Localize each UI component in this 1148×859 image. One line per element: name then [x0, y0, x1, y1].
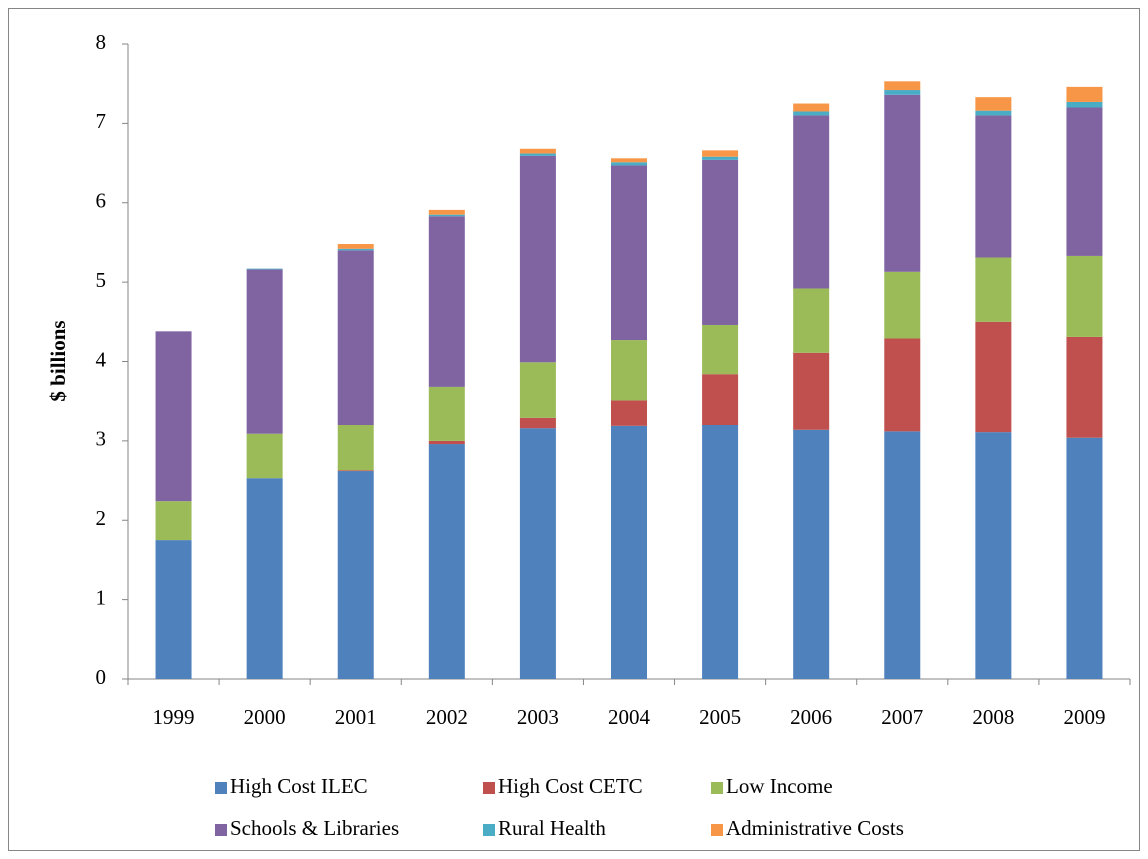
bar-segment	[702, 425, 739, 679]
bar-segment	[428, 209, 465, 215]
bar-segment	[519, 155, 556, 363]
bar-segment	[793, 429, 830, 679]
bar-segment	[337, 244, 374, 249]
bar-segment	[611, 425, 647, 679]
bar-segment	[428, 216, 465, 387]
bar-segment	[519, 417, 556, 429]
legend-swatch	[215, 824, 227, 836]
x-tick-label: 2000	[244, 705, 286, 729]
bar-segment	[246, 433, 283, 479]
bar-segment	[337, 470, 374, 472]
legend-label: Schools & Libraries	[230, 816, 399, 840]
bar-segment	[519, 428, 556, 679]
legend-label: High Cost CETC	[498, 774, 643, 798]
bar-segment	[611, 340, 647, 401]
bar-segment	[884, 431, 921, 679]
bar-segment	[702, 150, 739, 157]
bar-segment	[975, 432, 1012, 679]
bar-segment	[1066, 101, 1103, 108]
legend-label: Low Income	[726, 774, 833, 798]
y-tick-label: 2	[96, 506, 107, 530]
bar-segment	[702, 374, 739, 425]
bar-segment	[793, 115, 830, 289]
bar-segment	[611, 162, 647, 166]
y-tick-label: 1	[96, 585, 107, 609]
bar-segment	[1066, 86, 1103, 102]
bar-segment	[246, 269, 283, 434]
bar-segment	[884, 90, 921, 95]
bar-segment	[246, 268, 283, 270]
bar-segment	[337, 425, 374, 471]
legend-swatch	[215, 782, 227, 794]
bar-segment	[611, 165, 647, 341]
bar-segment	[793, 288, 830, 353]
bar-segment	[975, 110, 1012, 116]
x-tick-label: 1999	[153, 705, 195, 729]
bar-segment	[884, 94, 921, 272]
legend-swatch	[483, 824, 495, 836]
bar-segment	[975, 115, 1012, 258]
bar-segment	[1066, 255, 1103, 337]
bar-segment	[884, 338, 921, 432]
bar-segment	[428, 386, 465, 441]
y-tick-label: 8	[96, 30, 107, 54]
bar-segment	[428, 444, 465, 679]
legend-label: Administrative Costs	[726, 816, 904, 840]
x-tick-label: 2003	[517, 705, 559, 729]
legend-swatch	[711, 824, 723, 836]
bar-segment	[337, 248, 374, 251]
bar-segment	[155, 540, 192, 679]
bar-segment	[1066, 336, 1103, 438]
y-tick-label: 3	[96, 427, 107, 451]
bar-segment	[793, 111, 830, 116]
bar-segment	[975, 97, 1012, 111]
bar-segment	[428, 440, 465, 445]
bar-segment	[975, 321, 1012, 433]
x-tick-label: 2005	[699, 705, 741, 729]
bar-segment	[1066, 437, 1103, 679]
x-tick-label: 2007	[881, 705, 923, 729]
bar-segment	[793, 352, 830, 430]
bar-segment	[155, 501, 192, 541]
y-tick-label: 4	[96, 347, 107, 371]
legend-label: High Cost ILEC	[230, 774, 368, 798]
bar-segment	[337, 471, 374, 679]
x-tick-label: 2001	[335, 705, 377, 729]
bar-segment	[428, 214, 465, 217]
bar-segment	[1066, 107, 1103, 256]
bar-segment	[155, 331, 192, 502]
y-tick-label: 6	[96, 189, 107, 213]
legend-label: Rural Health	[498, 816, 606, 840]
legend-swatch	[711, 782, 723, 794]
bar-segment	[519, 362, 556, 418]
bar-segment	[702, 324, 739, 375]
bar-segment	[519, 148, 556, 154]
bar-segment	[793, 103, 830, 112]
bar-segment	[519, 153, 556, 156]
bar-segment	[884, 271, 921, 339]
bar-segment	[611, 158, 647, 163]
x-tick-label: 2009	[1063, 705, 1105, 729]
x-tick-label: 2006	[790, 705, 832, 729]
legend-swatch	[483, 782, 495, 794]
x-tick-label: 2008	[972, 705, 1014, 729]
y-tick-label: 5	[96, 268, 107, 292]
y-tick-label: 7	[96, 109, 107, 133]
bar-segment	[702, 156, 739, 160]
x-tick-label: 2002	[426, 705, 468, 729]
bar-segment	[246, 478, 283, 679]
bar-segment	[611, 400, 647, 426]
bar-segment	[975, 257, 1012, 322]
bar-segment	[337, 250, 374, 425]
chart-border	[8, 8, 1140, 851]
x-tick-label: 2004	[608, 705, 651, 729]
y-tick-label: 0	[96, 665, 107, 689]
bar-segment	[884, 81, 921, 91]
y-axis-label: $ billions	[46, 320, 70, 401]
bar-segment	[702, 159, 739, 325]
